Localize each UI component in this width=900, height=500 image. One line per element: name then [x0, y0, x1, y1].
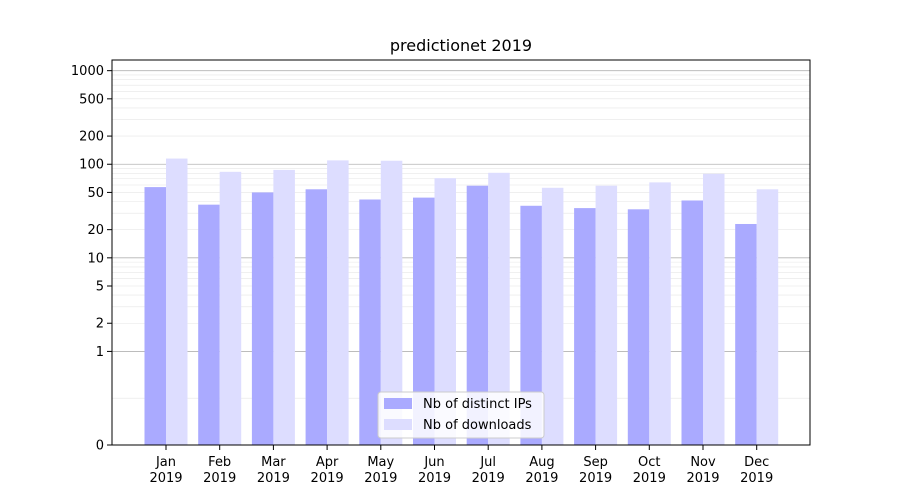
- legend-label: Nb of distinct IPs: [423, 397, 532, 412]
- x-tick-label: Mar 2019: [257, 455, 290, 486]
- bar-downloads: [595, 185, 618, 446]
- bar-downloads: [541, 187, 564, 445]
- y-tick-label: 50: [87, 186, 104, 201]
- y-tick-label: 10: [87, 251, 104, 266]
- y-tick-label: 1: [96, 345, 104, 360]
- x-tick-label: Apr 2019: [311, 455, 344, 486]
- x-tick-label-line: Mar: [261, 455, 286, 470]
- x-tick-label: Jan 2019: [149, 455, 182, 486]
- bar-downloads: [273, 169, 295, 445]
- x-tick-label-line: 2019: [740, 471, 773, 486]
- x-tick-label: Feb 2019: [203, 455, 236, 486]
- x-tick-label: Oct 2019: [633, 455, 666, 486]
- bar-distinct-ips: [413, 197, 435, 445]
- x-tick-label: Sep 2019: [579, 455, 612, 486]
- bar-distinct-ips: [574, 208, 596, 445]
- y-tick-label: 5: [96, 280, 104, 295]
- x-tick-label: Jun 2019: [418, 455, 451, 486]
- x-tick-label-line: 2019: [633, 471, 666, 486]
- bar-downloads: [488, 172, 510, 445]
- plot-frame: [111, 59, 811, 446]
- x-tick-label-line: Aug: [529, 455, 554, 470]
- x-tick-label-line: May: [367, 455, 394, 470]
- chart-title: predictionet 2019: [390, 36, 532, 55]
- bar-distinct-ips: [198, 204, 220, 445]
- x-tick-label-line: 2019: [686, 471, 719, 486]
- y-tick-label: 500: [79, 92, 104, 107]
- legend: Nb of distinct IPs Nb of downloads: [377, 391, 545, 439]
- x-tick-label: Dec 2019: [740, 455, 773, 486]
- bar-distinct-ips: [305, 189, 328, 445]
- x-tick-label-line: 2019: [149, 471, 182, 486]
- bar-distinct-ips: [466, 185, 489, 446]
- x-tick-label-line: Jan: [155, 455, 176, 470]
- y-tick-label: 1000: [71, 64, 104, 79]
- bar-distinct-ips: [251, 192, 274, 445]
- bar-distinct-ips: [144, 187, 166, 445]
- y-tick-label: 0: [96, 439, 104, 454]
- legend-label: Nb of downloads: [423, 418, 532, 433]
- x-tick-label-line: Feb: [208, 455, 231, 470]
- x-tick-label-line: Nov: [690, 455, 716, 470]
- x-tick-label-line: 2019: [311, 471, 344, 486]
- bar-downloads: [703, 173, 725, 446]
- x-tick-label-line: Jul: [479, 455, 496, 470]
- legend-swatch: [384, 398, 412, 409]
- bar-downloads: [166, 158, 188, 445]
- x-tick-label-line: 2019: [364, 471, 397, 486]
- y-axis: 0 1 2 5 10 20 50 100 200 500 1000: [71, 64, 112, 454]
- bar-downloads: [756, 189, 779, 445]
- x-tick-label-line: 2019: [203, 471, 236, 486]
- bar-distinct-ips: [735, 223, 757, 445]
- bars: [144, 158, 779, 446]
- bar-downloads: [434, 178, 456, 445]
- x-tick-label: Jul 2019: [472, 455, 505, 486]
- x-tick-label-line: Dec: [744, 455, 769, 470]
- legend-swatch: [384, 419, 412, 430]
- y-tick-label: 20: [87, 223, 104, 238]
- bar-downloads: [649, 182, 671, 445]
- y-tick-label: 200: [79, 130, 104, 145]
- x-tick-label-line: 2019: [525, 471, 558, 486]
- bar-distinct-ips: [627, 209, 650, 445]
- x-tick-label: May 2019: [364, 455, 397, 486]
- x-tick-label-line: Jun: [423, 455, 444, 470]
- y-tick-label: 2: [96, 317, 104, 332]
- x-tick-label-line: Apr: [316, 455, 339, 470]
- x-tick-label-line: 2019: [472, 471, 505, 486]
- legend-box: [377, 391, 545, 439]
- bar-distinct-ips: [681, 200, 703, 445]
- x-tick-label: Aug 2019: [525, 455, 558, 486]
- x-tick-label-line: 2019: [257, 471, 290, 486]
- x-tick-label-line: Oct: [638, 455, 660, 470]
- bar-distinct-ips: [520, 205, 542, 445]
- bar-downloads: [327, 160, 349, 445]
- bar-downloads: [380, 160, 403, 446]
- x-tick-label-line: 2019: [418, 471, 451, 486]
- bar-distinct-ips: [359, 199, 381, 445]
- x-tick-label-line: 2019: [579, 471, 612, 486]
- y-tick-label: 100: [79, 158, 104, 173]
- x-tick-label: Nov 2019: [686, 455, 719, 486]
- bar-downloads: [219, 171, 242, 445]
- x-tick-label-line: Sep: [583, 455, 608, 470]
